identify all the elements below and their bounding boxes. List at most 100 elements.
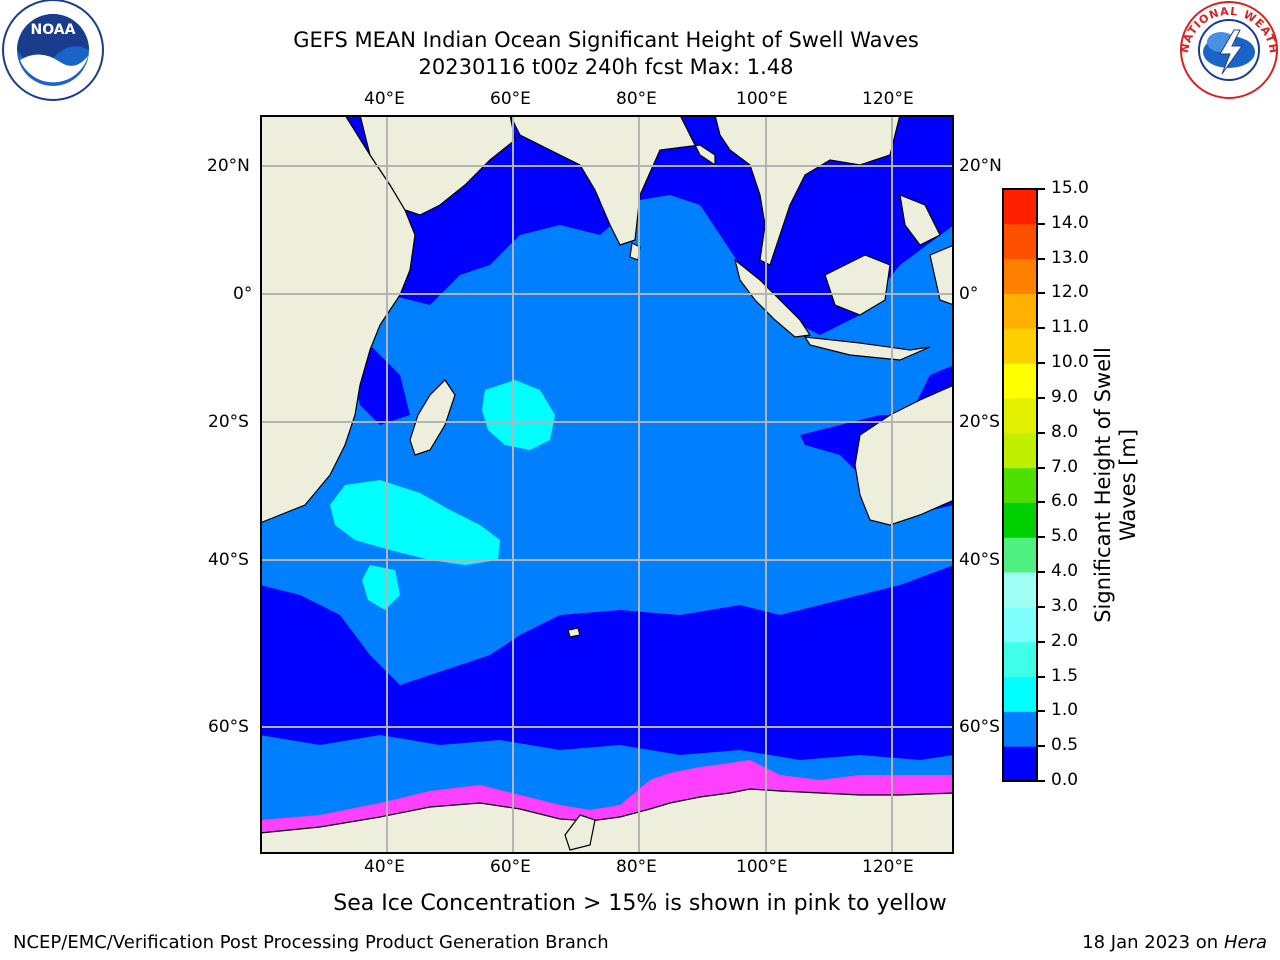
lat-label-right: 60°S [959,717,1000,737]
colorbar-tick-label: 8.0 [1051,421,1079,442]
colorbar-tick-mark [1038,605,1045,608]
colorbar-tick-mark [1038,188,1045,190]
colorbar-tick-label: 5.0 [1051,526,1079,547]
footer-credit: NCEP/EMC/Verification Post Processing Pr… [13,932,609,953]
colorbar-tick-label: 13.0 [1051,247,1089,268]
colorbar-tick-mark [1038,640,1045,643]
colorbar-tick-label: 9.0 [1051,386,1079,407]
lat-label-left: 60°S [208,717,249,737]
colorbar-segment [1003,397,1037,434]
lon-label-top: 80°E [616,89,657,109]
colorbar-label-line1: Significant Height of Swell [1091,347,1115,623]
australia-land [854,384,954,526]
lon-label-top: 40°E [364,89,405,109]
colorbar-tick-label: 0.0 [1051,770,1079,790]
graticule [260,115,954,854]
colorbar-tick-mark [1038,222,1045,225]
colorbar-tick-mark [1038,431,1045,434]
swell-band-1.0-1.5 [330,380,555,610]
lat-label-left: 0° [233,284,253,304]
colorbar-segment [1003,293,1037,329]
colorbar-tick-mark [1038,675,1045,678]
colorbar-tick-mark [1038,780,1045,782]
lon-label-bottom: 80°E [616,857,657,877]
colorbar-tick-label: 10.0 [1051,352,1089,373]
lon-label-bottom: 100°E [736,857,788,877]
colorbar-frame [1002,188,1038,782]
colorbar-tick-label: 1.5 [1051,665,1079,686]
lat-label-right: 0° [959,284,979,304]
colorbar-tick-mark [1038,536,1045,539]
footer-host: Hera [1223,932,1267,953]
colorbar-tick-mark [1038,396,1045,399]
sea-ice-note: Sea Ice Concentration > 15% is shown in … [333,891,947,916]
map-frame [260,115,954,854]
colorbar-segment [1003,641,1037,678]
footer-date: 18 Jan 2023 on Hera [1082,932,1267,953]
colorbar-segment [1003,711,1037,747]
colorbar-segment [1003,223,1037,260]
colorbar-segment [1003,258,1037,294]
colorbar-label-line2: Waves [m] [1116,428,1140,542]
colorbar-tick-label: 11.0 [1051,317,1089,338]
colorbar-tick-mark [1038,745,1045,748]
colorbar-segment [1003,746,1037,782]
colorbar-segment [1003,572,1037,608]
colorbar-segment [1003,502,1037,538]
lat-label-right: 20°N [959,156,1002,176]
colorbar-tick-mark [1038,292,1045,295]
lat-label-right: 20°S [959,412,1000,432]
lat-label-left: 20°S [208,412,249,432]
colorbar-segment [1003,328,1037,364]
borneo-land [824,254,891,316]
lon-label-top: 120°E [862,89,914,109]
chart-title: GEFS MEAN Indian Ocean Significant Heigh… [293,28,919,52]
madagascar-land [409,379,456,456]
lon-label-bottom: 60°E [490,857,531,877]
colorbar-tick-label: 6.0 [1051,491,1079,512]
noaa-logo: NOAA [2,0,104,101]
colorbar-tick-mark [1038,466,1045,469]
lon-label-top: 100°E [736,89,788,109]
lon-label-bottom: 120°E [862,857,914,877]
colorbar-tick-label: 3.0 [1051,595,1079,616]
lon-label-top: 60°E [490,89,531,109]
colorbar-segment [1003,606,1037,643]
sea-ice-fringe [260,760,954,835]
lat-label-right: 40°S [959,550,1000,570]
sumatra-land [733,258,812,338]
southeast-asia-land [714,115,901,266]
colorbar-tick-mark [1038,327,1045,330]
colorbar-tick-label: 1.0 [1051,700,1079,721]
colorbar-segment [1003,363,1037,399]
colorbar-tick-label: 12.0 [1051,282,1089,303]
colorbar-tick-label: 7.0 [1051,456,1079,477]
colorbar-tick-label: 0.5 [1051,735,1079,756]
colorbar-tick-mark [1038,257,1045,260]
colorbar-segment [1003,537,1037,573]
colorbar-tick-mark [1038,362,1045,365]
colorbar-tick-label: 2.0 [1051,630,1079,651]
colorbar-tick-label: 14.0 [1051,212,1089,233]
svg-text:NOAA: NOAA [31,22,76,38]
colorbar-tick-label: 4.0 [1051,561,1079,582]
colorbar-tick-label: 15.0 [1051,178,1089,198]
colorbar-tick-mark [1038,501,1045,504]
india-land [509,115,716,246]
antarctica-land [260,788,954,854]
java-land [803,336,931,361]
colorbar-segment [1003,432,1037,469]
colorbar-segment [1003,467,1037,503]
chart-subtitle: 20230116 t00z 240h fcst Max: 1.48 [418,55,794,79]
colorbar-segment [1003,189,1037,225]
colorbar-tick-mark [1038,571,1045,574]
footer-date-text: 18 Jan 2023 on [1082,932,1224,953]
nws-logo: NATIONAL WEATHER SERVICE [1176,0,1279,99]
colorbar-segment [1003,676,1037,712]
colorbar [1002,188,1038,782]
colorbar-tick-mark [1038,710,1045,713]
map-plot [260,115,954,854]
lat-label-left: 20°N [207,156,250,176]
lat-label-left: 40°S [208,550,249,570]
lon-label-bottom: 40°E [364,857,405,877]
